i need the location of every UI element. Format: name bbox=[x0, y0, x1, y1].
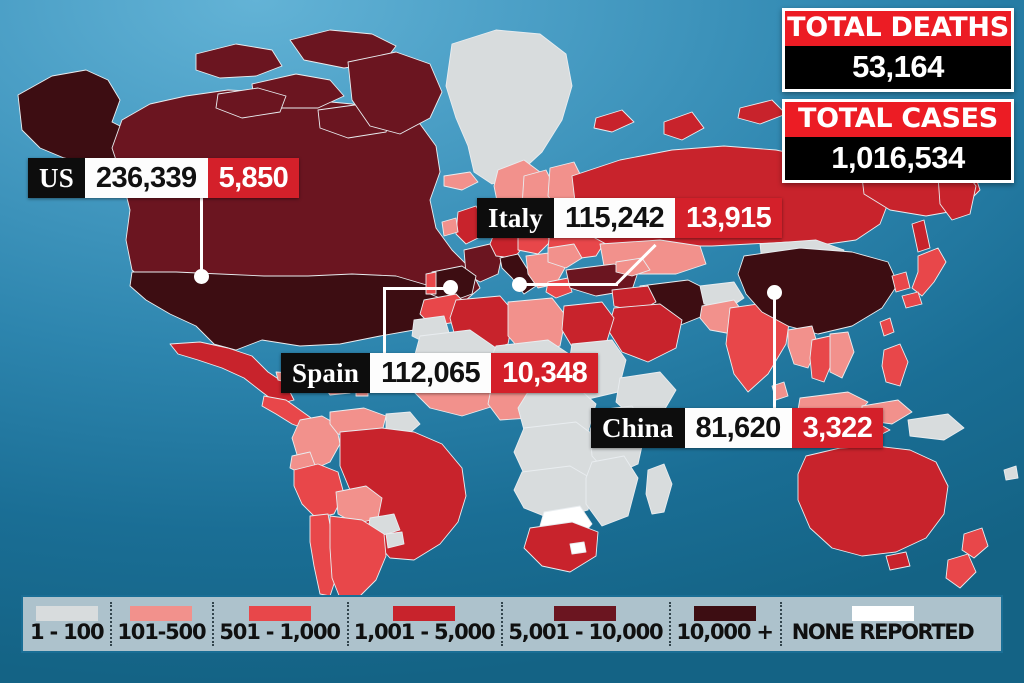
island-arctic-1 bbox=[738, 100, 786, 124]
country-canada-baffin bbox=[348, 52, 442, 134]
total-deaths-value: 53,164 bbox=[785, 46, 1011, 89]
country-saudi-arabia bbox=[608, 304, 682, 362]
callout-italy-cases: 115,242 bbox=[554, 198, 676, 238]
legend-label-1: 101-500 bbox=[117, 619, 206, 644]
country-greenland bbox=[446, 30, 572, 184]
leader-dot-spain bbox=[443, 280, 458, 295]
country-philippines bbox=[882, 344, 908, 386]
legend-swatch-5 bbox=[693, 605, 756, 621]
callout-spain: Spain 112,065 10,348 bbox=[281, 353, 599, 393]
country-japan-south bbox=[902, 292, 922, 308]
country-tunisia-libya bbox=[508, 298, 566, 354]
callout-china: China 81,620 3,322 bbox=[591, 408, 884, 448]
leader-dot-china bbox=[767, 285, 782, 300]
callout-spain-cases: 112,065 bbox=[370, 353, 492, 393]
callout-us-deaths: 5,850 bbox=[207, 158, 300, 198]
legend-label-5: 10,000 + bbox=[676, 619, 774, 644]
country-vietnam bbox=[830, 332, 854, 378]
leader-dot-italy bbox=[512, 277, 527, 292]
leader-line-china bbox=[773, 290, 776, 412]
callout-us-country: US bbox=[28, 158, 85, 198]
island-sakhalin bbox=[912, 220, 930, 252]
legend-swatch-4 bbox=[554, 605, 617, 621]
country-new-zealand-north bbox=[962, 528, 988, 558]
total-deaths-box: TOTAL DEATHS 53,164 bbox=[782, 8, 1014, 92]
callout-china-deaths: 3,322 bbox=[791, 408, 884, 448]
callout-italy: Italy 115,242 13,915 bbox=[477, 198, 783, 238]
country-argentina bbox=[330, 516, 386, 598]
leader-dot-us bbox=[194, 269, 209, 284]
callout-spain-country: Spain bbox=[281, 353, 371, 393]
total-deaths-label: TOTAL DEATHS bbox=[785, 11, 1011, 46]
legend-label-0: 1 - 100 bbox=[30, 619, 105, 644]
callout-italy-deaths: 13,915 bbox=[675, 198, 783, 238]
leader-line-spain-horizontal bbox=[383, 287, 451, 290]
country-peru bbox=[294, 464, 344, 518]
island-taiwan bbox=[880, 318, 894, 336]
island-novaya-zemlya bbox=[664, 112, 704, 140]
country-korea bbox=[892, 272, 910, 292]
country-canada-victoria bbox=[216, 88, 286, 118]
country-lesotho bbox=[570, 542, 586, 554]
country-new-zealand-south bbox=[946, 554, 976, 588]
legend-label-2: 501 - 1,000 bbox=[219, 619, 341, 644]
legend-swatch-6 bbox=[851, 605, 914, 621]
legend-item-4: 5,001 - 10,000 bbox=[501, 597, 669, 651]
country-japan bbox=[912, 248, 946, 296]
country-united-states bbox=[130, 272, 448, 350]
callout-china-cases: 81,620 bbox=[684, 408, 792, 448]
country-tasmania bbox=[886, 552, 910, 570]
legend-item-2: 501 - 1,000 bbox=[212, 597, 346, 651]
legend-swatch-2 bbox=[248, 605, 311, 621]
island-fiji bbox=[1004, 466, 1018, 480]
callout-spain-deaths: 10,348 bbox=[491, 353, 599, 393]
island-svalbard bbox=[594, 110, 634, 132]
legend-item-0: 1 - 100 bbox=[23, 597, 110, 651]
map-legend: 1 - 100 101-500 501 - 1,000 1,001 - 5,00… bbox=[21, 595, 1003, 653]
country-papua-new-guinea bbox=[908, 414, 964, 440]
callout-china-country: China bbox=[591, 408, 685, 448]
legend-item-1: 101-500 bbox=[110, 597, 212, 651]
legend-label-3: 1,001 - 5,000 bbox=[353, 619, 496, 644]
leader-line-us bbox=[200, 196, 203, 276]
legend-swatch-0 bbox=[35, 605, 98, 621]
country-ireland bbox=[442, 218, 458, 236]
legend-label-4: 5,001 - 10,000 bbox=[508, 619, 663, 644]
total-cases-label: TOTAL CASES bbox=[785, 102, 1011, 137]
callout-italy-country: Italy bbox=[477, 198, 554, 238]
legend-item-3: 1,001 - 5,000 bbox=[346, 597, 502, 651]
legend-swatch-3 bbox=[393, 605, 456, 621]
country-uruguay bbox=[386, 532, 404, 548]
country-madagascar bbox=[646, 464, 672, 514]
country-canada-arctic-1 bbox=[196, 44, 282, 78]
legend-item-5: 10,000 + bbox=[669, 597, 779, 651]
legend-item-6: NONE REPORTED bbox=[779, 597, 980, 651]
country-china bbox=[738, 248, 898, 334]
country-portugal bbox=[426, 272, 436, 294]
legend-label-6: NONE REPORTED bbox=[791, 619, 975, 644]
leader-line-italy-horizontal bbox=[518, 283, 618, 286]
country-mexico bbox=[170, 342, 294, 404]
country-iceland bbox=[444, 172, 478, 190]
callout-us: US 236,339 5,850 bbox=[28, 158, 300, 198]
country-romania bbox=[548, 244, 582, 268]
leader-line-spain-vertical bbox=[383, 287, 386, 354]
country-australia bbox=[798, 446, 948, 556]
legend-swatch-1 bbox=[130, 605, 193, 621]
country-mozambique-tanzania bbox=[586, 456, 638, 526]
country-south-africa bbox=[524, 522, 598, 572]
total-cases-box: TOTAL CASES 1,016,534 bbox=[782, 99, 1014, 183]
totals-panel: TOTAL DEATHS 53,164 TOTAL CASES 1,016,53… bbox=[782, 8, 1014, 183]
total-cases-value: 1,016,534 bbox=[785, 137, 1011, 180]
callout-us-cases: 236,339 bbox=[84, 158, 208, 198]
